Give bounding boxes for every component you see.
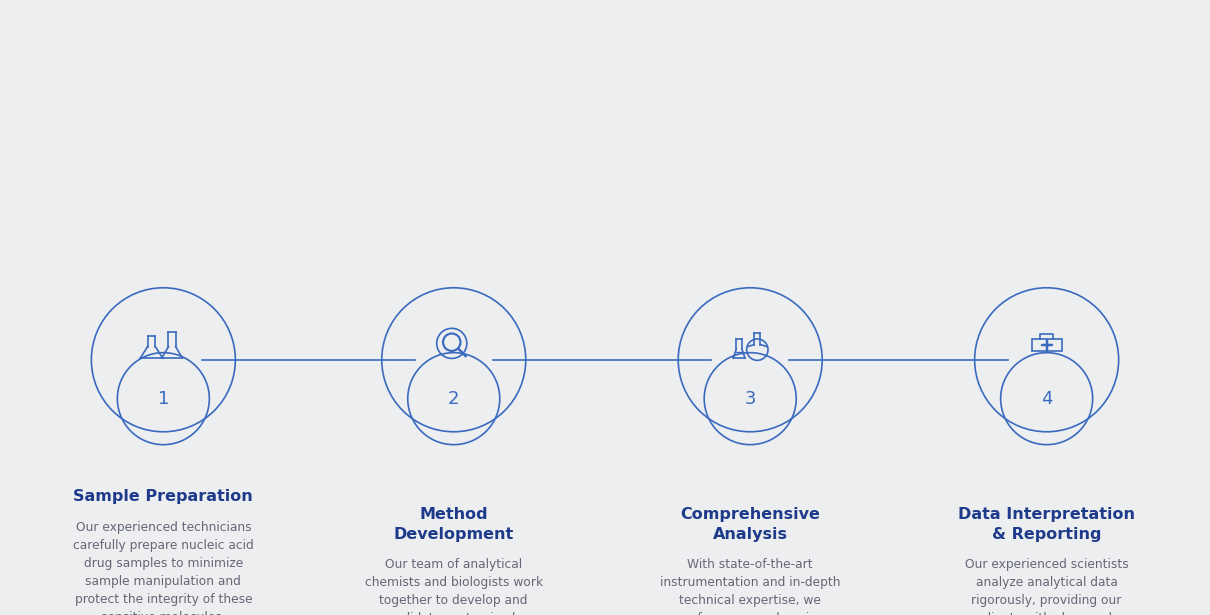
Text: Method
Development: Method Development xyxy=(393,507,514,542)
Text: Sample Preparation: Sample Preparation xyxy=(74,490,253,504)
Text: 3: 3 xyxy=(744,390,756,408)
Text: With state-of-the-art
instrumentation and in-depth
technical expertise, we
perfo: With state-of-the-art instrumentation an… xyxy=(656,558,845,615)
Text: 2: 2 xyxy=(448,390,460,408)
Text: Comprehensive
Analysis: Comprehensive Analysis xyxy=(680,507,820,542)
Text: Our experienced scientists
analyze analytical data
rigorously, providing our
cli: Our experienced scientists analyze analy… xyxy=(961,558,1133,615)
Text: Our team of analytical
chemists and biologists work
together to develop and
vali: Our team of analytical chemists and biol… xyxy=(364,558,543,615)
Text: Data Interpretation
& Reporting: Data Interpretation & Reporting xyxy=(958,507,1135,542)
Text: Our experienced technicians
carefully prepare nucleic acid
drug samples to minim: Our experienced technicians carefully pr… xyxy=(73,521,254,615)
Text: 1: 1 xyxy=(157,390,169,408)
Text: 4: 4 xyxy=(1041,390,1053,408)
